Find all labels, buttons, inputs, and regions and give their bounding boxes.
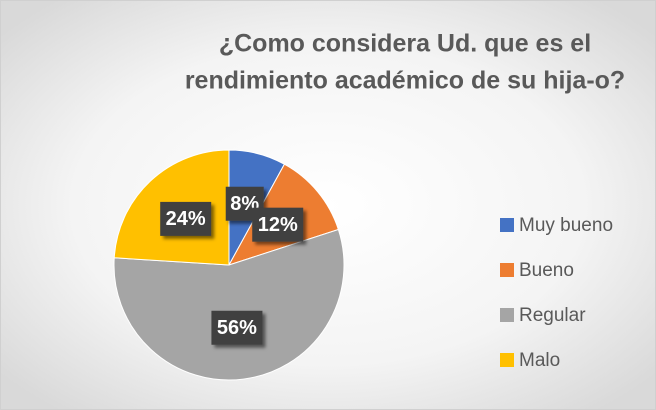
data-label: 24% — [160, 201, 212, 236]
legend-label: Regular — [519, 305, 586, 326]
data-label-text: 56% — [217, 317, 257, 339]
legend-swatch — [500, 308, 514, 322]
legend-swatch — [500, 353, 514, 367]
legend-swatch — [500, 218, 514, 232]
pie-slice — [113, 228, 345, 381]
data-label-box — [160, 201, 212, 236]
data-label-text: 8% — [230, 193, 259, 215]
data-label: 56% — [211, 310, 263, 345]
legend-label: Bueno — [519, 260, 574, 281]
data-label-text: 24% — [166, 208, 206, 230]
legend-swatch — [500, 263, 514, 277]
legend-label: Malo — [519, 350, 560, 371]
legend-label: Muy bueno — [519, 215, 613, 236]
data-label-box — [252, 207, 304, 242]
data-label-box — [211, 310, 263, 345]
chart-title: ¿Como considera Ud. que es el — [219, 30, 591, 58]
data-label: 12% — [252, 207, 304, 242]
data-label-text: 12% — [258, 214, 298, 236]
data-label: 8% — [225, 186, 264, 221]
chart-title: rendimiento académico de su hija-o? — [185, 67, 625, 95]
